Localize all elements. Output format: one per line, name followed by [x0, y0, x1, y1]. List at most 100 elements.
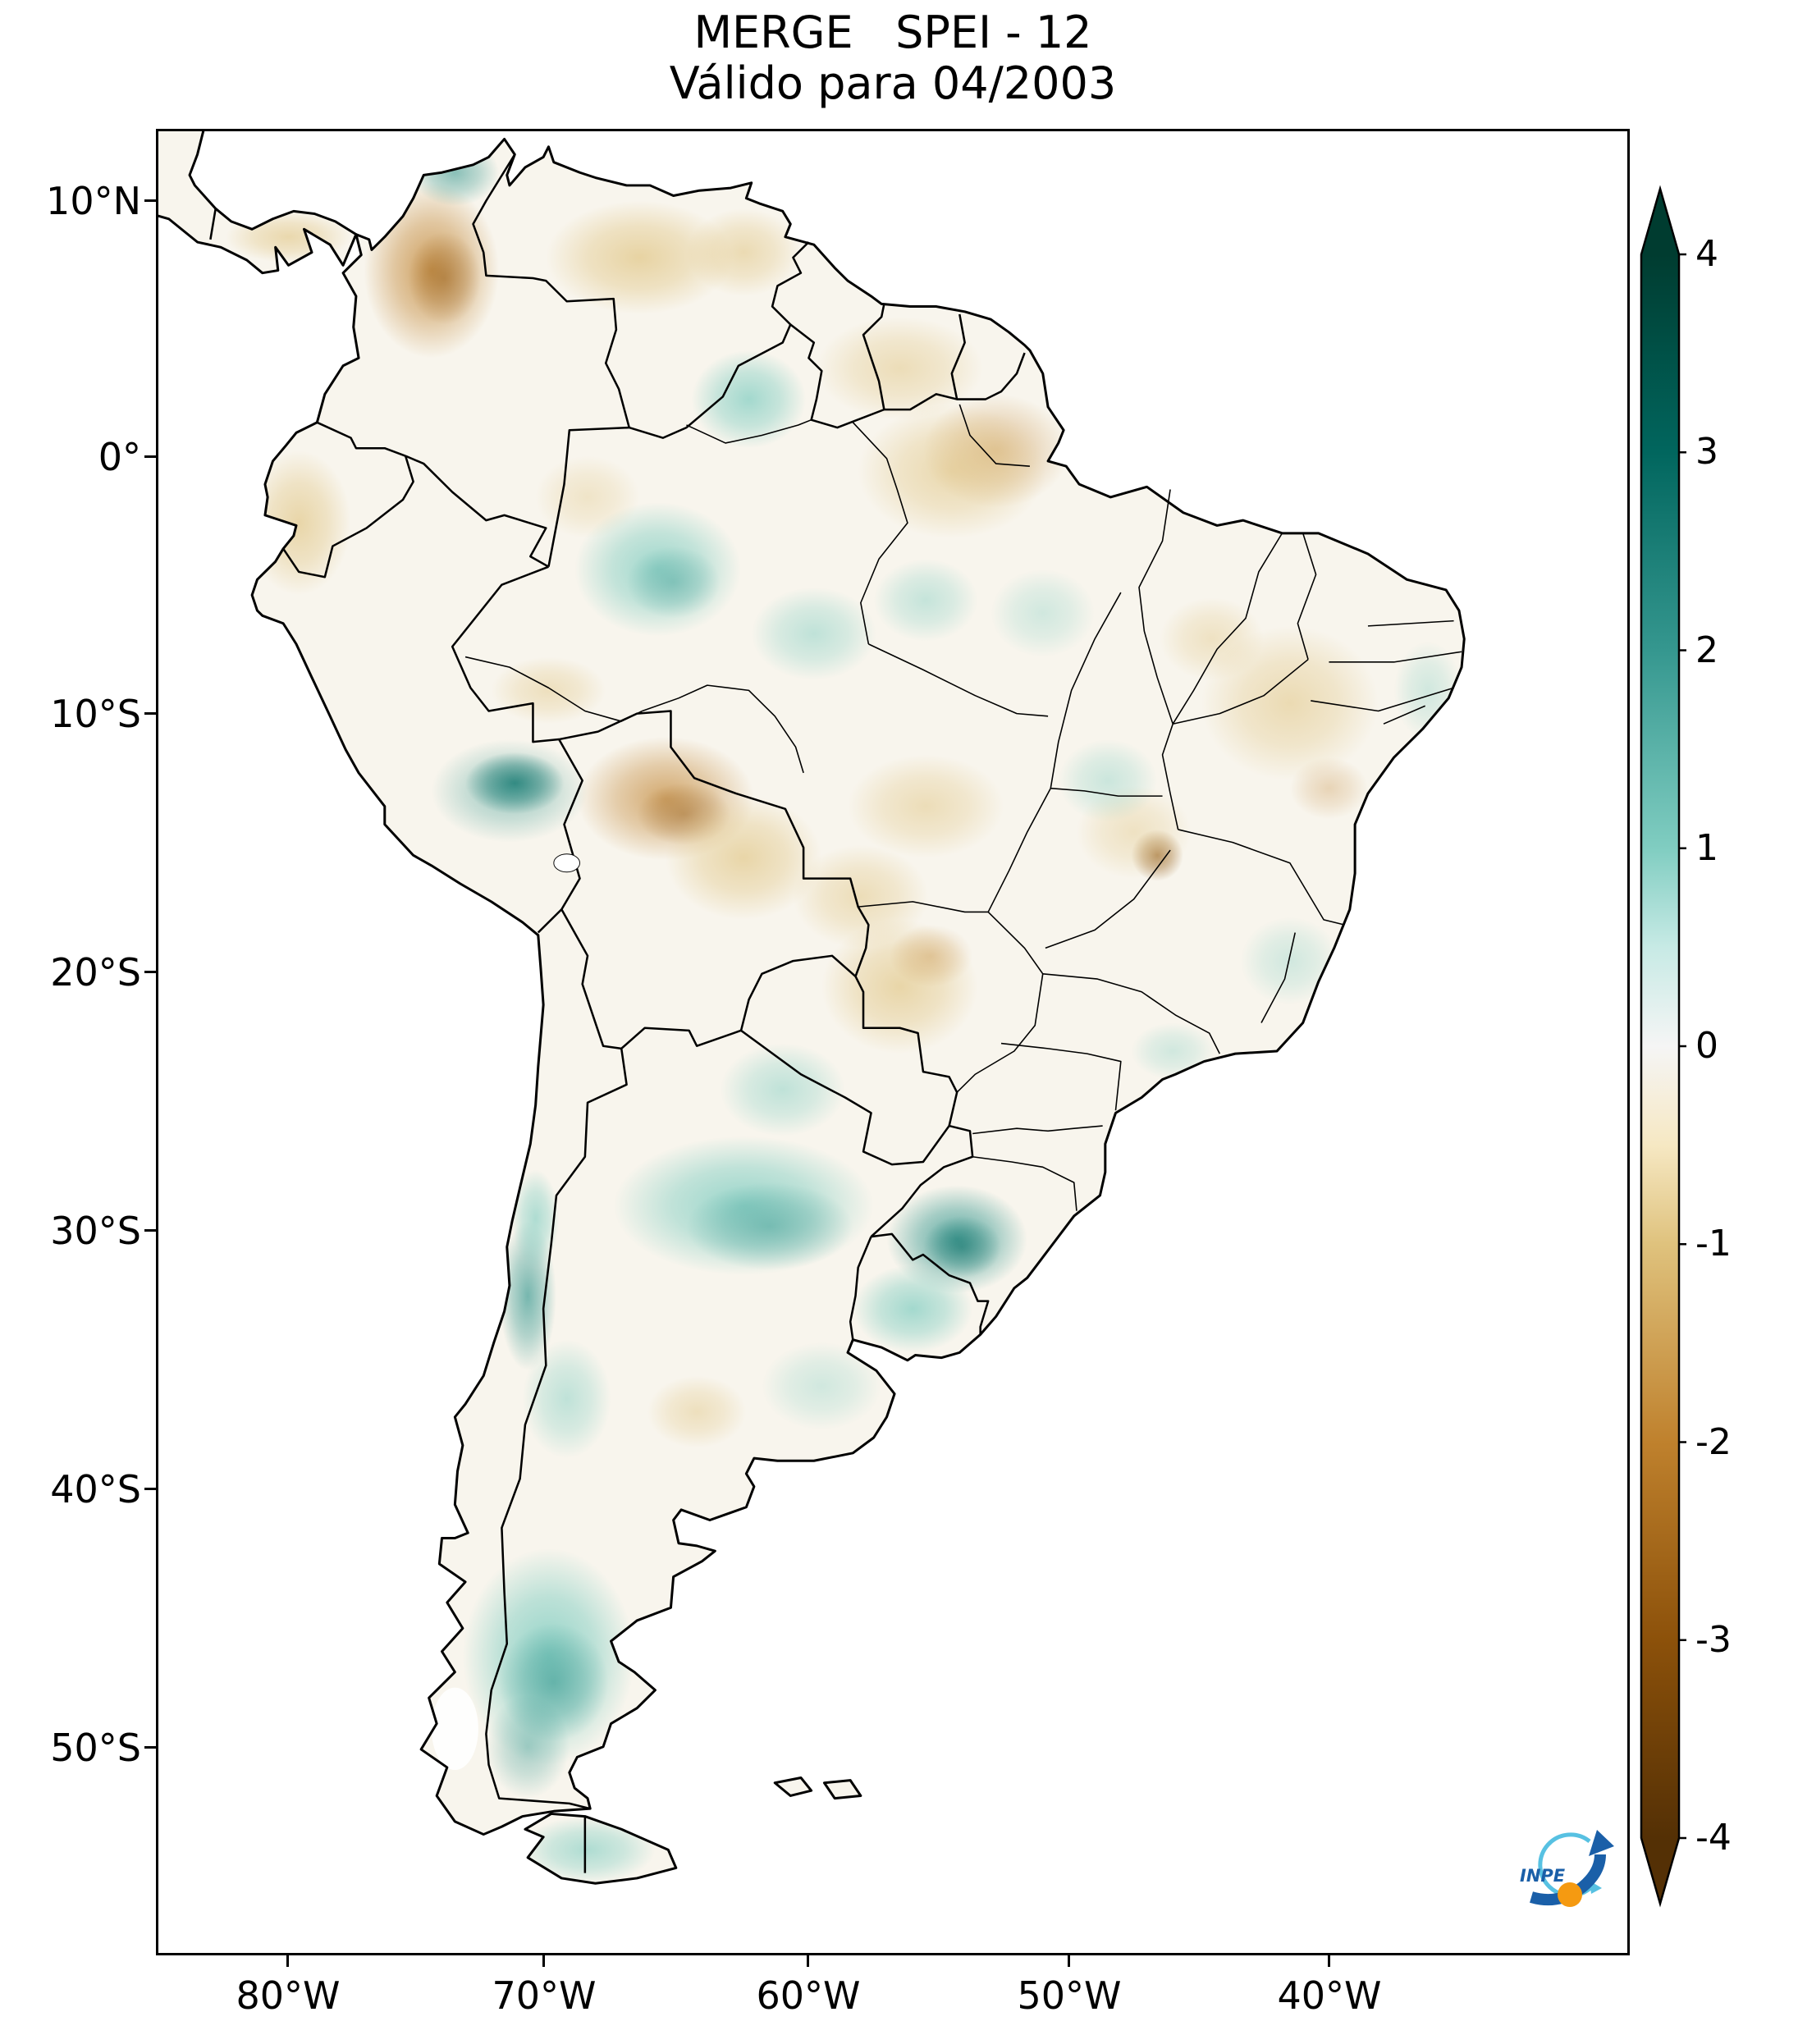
colorbar-gradient	[1641, 254, 1679, 1838]
latitude-tick-mark	[144, 712, 156, 715]
border-bolivia-brazil	[558, 710, 870, 977]
latitude-tick-label: 10°S	[50, 692, 141, 736]
brazil-state-border	[464, 656, 643, 722]
latitude-tick-mark	[144, 455, 156, 458]
longitude-tick-label: 60°W	[756, 1973, 861, 2018]
anomaly-blob	[491, 656, 606, 725]
border-paraguay-argentina	[740, 1029, 950, 1166]
figure-subtitle: Válido para 04/2003	[669, 57, 1117, 109]
figure-title: MERGE SPEI - 12	[693, 7, 1092, 58]
anomaly-blob	[1289, 757, 1368, 820]
anomaly-blob	[691, 350, 807, 449]
spei-colorbar	[1640, 185, 1686, 1908]
anomaly-blob	[626, 546, 721, 619]
brazil-state-border	[1260, 932, 1296, 1023]
anomaly-blob	[1058, 739, 1158, 822]
inpe-logo: INPE	[1520, 1830, 1614, 1907]
brazil-state-border	[852, 422, 908, 645]
brazil-state-border	[1367, 620, 1454, 627]
latitude-tick-label: 20°S	[50, 950, 141, 995]
logo-arrow-head	[1589, 1830, 1614, 1856]
longitude-tick-mark	[286, 1955, 289, 1967]
colorbar-tick-label: 4	[1695, 233, 1718, 275]
colorbar-tick-label: -3	[1695, 1619, 1732, 1661]
border-costarica-panama	[209, 208, 217, 240]
colorbar-tick-label: 1	[1695, 827, 1718, 869]
anomaly-blob	[226, 211, 351, 263]
colorbar-tick-label: -2	[1695, 1421, 1732, 1463]
anomaly-blob	[991, 569, 1096, 657]
anomaly-blob	[546, 200, 734, 314]
colorbar-extend-top	[1641, 189, 1679, 254]
border-peru-chile	[537, 908, 563, 934]
longitude-tick-label: 40°W	[1277, 1973, 1382, 2018]
state-borders	[464, 404, 1462, 1211]
anomaly-blob	[486, 1694, 570, 1799]
anomaly-blob	[431, 739, 588, 843]
longitude-tick-mark	[1068, 1955, 1070, 1967]
border-guyana-suriname	[862, 304, 885, 410]
anomaly-blob	[512, 1169, 560, 1268]
border-peru-bolivia	[558, 738, 583, 910]
border-paraguay-brazil	[854, 976, 958, 1127]
border-bolivia-argentina	[620, 1027, 742, 1049]
anomaly-blob	[858, 404, 1045, 539]
brazil-state-border	[858, 901, 989, 913]
country-borders	[209, 153, 1026, 1873]
longitude-tick-label: 50°W	[1017, 1973, 1122, 2018]
longitude-tick-mark	[1328, 1955, 1330, 1967]
logo-arrow	[1530, 1854, 1606, 1906]
colorbar-tick-label: 3	[1695, 431, 1718, 473]
icefield-gap	[431, 1687, 478, 1771]
border-chile-argentina	[485, 1048, 628, 1810]
lake-titicaca	[553, 853, 580, 873]
brazil-state-border	[1138, 489, 1174, 725]
border-venezuela-brazil	[629, 324, 792, 439]
anomaly-blob	[853, 1264, 973, 1353]
border-suriname-frguiana-brazil	[884, 352, 1026, 411]
border-colombia-venezuela	[472, 153, 630, 428]
border-argentina-uruguay	[849, 1236, 872, 1340]
latitude-tick-label: 0°	[98, 435, 141, 479]
anomaly-blob	[816, 317, 983, 420]
latitude-tick-mark	[144, 971, 156, 973]
border-guyana-brazil	[789, 323, 885, 429]
latitude-tick-mark	[144, 199, 156, 202]
latitude-tick-mark	[144, 1229, 156, 1232]
longitude-tick-mark	[542, 1955, 545, 1967]
brazil-state-border	[686, 418, 812, 444]
anomaly-blob	[889, 925, 973, 987]
brazil-state-border	[1178, 829, 1345, 926]
anomaly-blob	[1160, 597, 1265, 680]
south-america-map	[158, 131, 1627, 1953]
brazil-state-border	[987, 788, 1051, 912]
brazil-state-border	[1042, 973, 1220, 1054]
anomaly-blob	[686, 208, 801, 296]
anomaly-blob	[848, 754, 1004, 858]
colorbar-tick-label: 2	[1695, 629, 1718, 671]
latitude-tick-label: 50°S	[50, 1726, 141, 1770]
colorbar-tick-label: 0	[1695, 1025, 1718, 1067]
border-panama-colombia	[341, 234, 358, 266]
landmass-fill	[158, 131, 1465, 1884]
border-suriname-frguiana	[950, 313, 966, 400]
anomaly-blob	[522, 1339, 611, 1459]
brazil-state-border	[642, 684, 804, 774]
brazil-state-border	[1050, 592, 1122, 789]
anomaly-blob	[922, 1215, 1002, 1278]
colorbar-tick-marks	[1679, 253, 1686, 1840]
brazil-state-border	[1173, 659, 1309, 725]
anomaly-blob	[762, 1342, 882, 1430]
brazil-state-border	[1050, 787, 1163, 797]
latitude-tick-label: 10°N	[46, 179, 141, 223]
anomaly-blob	[410, 139, 500, 207]
latitude-tick-label: 40°S	[50, 1467, 141, 1511]
longitude-tick-label: 80°W	[236, 1973, 341, 2018]
spei-anomaly-field	[226, 139, 1462, 1884]
anomaly-blob	[666, 796, 822, 920]
anomaly-blob	[647, 1375, 747, 1448]
anomaly-blob	[720, 1043, 845, 1136]
border-colombia-ecuador	[316, 421, 406, 457]
longitude-tick-label: 70°W	[492, 1973, 597, 2018]
border-ecuador-peru	[282, 455, 414, 578]
